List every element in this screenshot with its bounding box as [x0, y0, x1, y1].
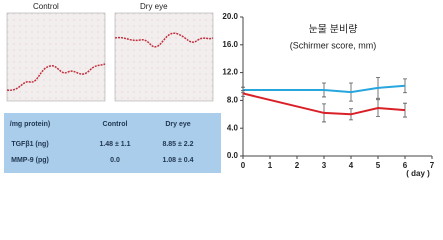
- x-tick-label: 4: [349, 161, 354, 170]
- x-tick-label: 6: [403, 161, 408, 170]
- table-cell: TGFβ1 (ng): [11, 141, 48, 148]
- x-tick-label: 1: [268, 161, 273, 170]
- y-tick-label: 12.0: [222, 68, 238, 77]
- table-header: /mg protein): [10, 121, 50, 128]
- page: {"panels": [{"label": "Control"}, {"labe…: [4, 2, 435, 179]
- x-tick-label: 7: [430, 161, 435, 170]
- figure: Control Dry eye /mg protein) Control Dry e…: [4, 2, 435, 178]
- micrograph: [6, 12, 106, 102]
- y-tick-label: 4.0: [227, 123, 239, 132]
- x-axis-label: ( day ): [406, 169, 430, 178]
- table-header: Control: [103, 121, 128, 128]
- y-tick-label: 0.0: [227, 151, 239, 160]
- table-background: [4, 113, 221, 173]
- table-cell: 1.48 ± 1.1: [99, 141, 130, 148]
- x-tick-label: 3: [322, 161, 327, 170]
- x-tick-label: 0: [241, 161, 246, 170]
- panel-label: Control: [33, 2, 59, 11]
- table-header: Dry eye: [165, 121, 190, 128]
- table-cell: 0.0: [110, 157, 120, 164]
- chart-title: 눈물 분비량: [309, 24, 358, 36]
- series-line: [242, 92, 406, 116]
- series-line: [243, 84, 406, 94]
- table-cell: MMP-9 (pg): [11, 157, 49, 164]
- y-tick-label: 8.0: [227, 96, 239, 105]
- x-tick-label: 2: [295, 161, 300, 170]
- y-tick-label: 16.0: [222, 40, 238, 49]
- table: /mg protein) Control Dry eye TGFβ1 (ng) 1.48…: [10, 121, 194, 164]
- micrograph: [114, 12, 214, 102]
- y-tick-label: 20.0: [222, 12, 238, 21]
- x-tick-label: 5: [376, 161, 381, 170]
- table-cell: 1.08 ± 0.4: [162, 157, 193, 164]
- chart-subtitle: (Schirmer score, mm): [290, 40, 377, 50]
- panel-label: Dry eye: [140, 2, 168, 11]
- table-cell: 8.85 ± 2.2: [162, 141, 193, 148]
